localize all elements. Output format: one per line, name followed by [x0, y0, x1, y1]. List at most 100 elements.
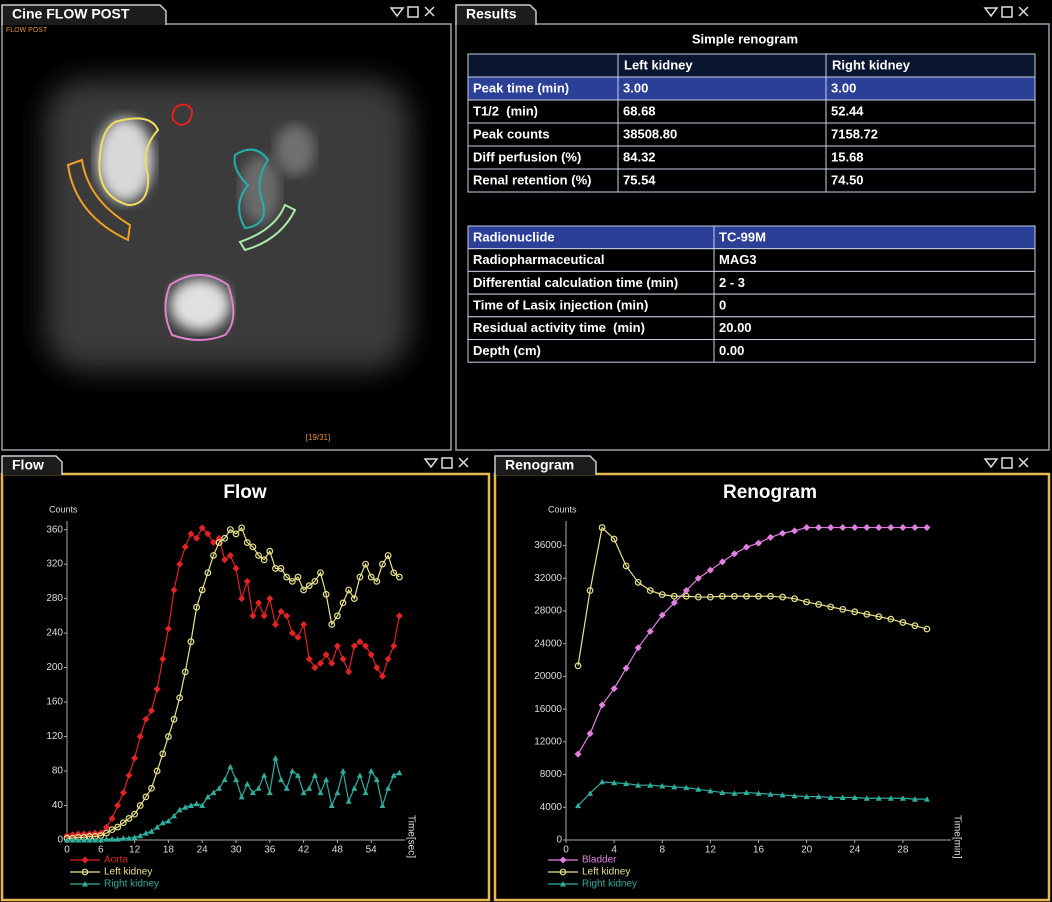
tab-label[interactable]: Flow [12, 457, 44, 473]
data-point [373, 664, 381, 672]
data-point [384, 655, 392, 663]
data-point [367, 651, 375, 659]
data-point [598, 701, 606, 709]
tab-label[interactable]: Cine FLOW POST [12, 6, 130, 22]
y-tick-label: 36000 [534, 540, 562, 551]
data-point [350, 642, 358, 650]
data-point [80, 837, 87, 843]
data-point [176, 806, 183, 813]
close-button[interactable] [1018, 6, 1029, 17]
data-point [238, 793, 245, 800]
data-point [719, 789, 726, 796]
x-tick-label: 0 [563, 845, 569, 856]
data-point [226, 526, 234, 534]
legend-marker [559, 856, 567, 864]
data-point [586, 587, 594, 594]
data-point [300, 620, 308, 628]
table-cell: Radiopharmaceutical [473, 252, 605, 267]
window-frames [0, 23, 1051, 902]
results-title: Simple renogram [692, 31, 798, 46]
table-cell: 20.00 [719, 320, 752, 335]
data-point [767, 791, 774, 797]
y-tick-label: 160 [46, 697, 63, 708]
data-point [311, 772, 318, 778]
maximize-button[interactable] [1001, 457, 1013, 469]
minimize-button[interactable] [389, 7, 405, 18]
data-point [120, 835, 127, 841]
data-point [181, 668, 189, 676]
data-point [171, 812, 178, 819]
data-point [311, 577, 319, 585]
data-point [851, 608, 859, 616]
image-label: FLOW POST [6, 27, 48, 34]
maximize-button[interactable] [1001, 6, 1013, 18]
tab-label[interactable]: Renogram [505, 457, 574, 473]
tab-label[interactable]: Results [466, 6, 517, 22]
legend-label: Aorta [104, 855, 128, 866]
data-point [851, 524, 859, 532]
close-button[interactable] [1018, 457, 1029, 468]
data-point [131, 810, 139, 818]
data-point [277, 565, 285, 572]
y-axis-label: Counts [49, 504, 78, 514]
data-point [142, 793, 150, 801]
data-point [368, 768, 375, 774]
data-point [647, 782, 654, 788]
maximize-button[interactable] [407, 6, 419, 18]
data-point [102, 823, 110, 831]
data-point [623, 780, 630, 787]
frame-counter: [19/31] [306, 433, 330, 442]
data-point [176, 694, 184, 702]
minimize-button[interactable] [983, 458, 999, 469]
table-cell: T1/2 (min) [473, 103, 538, 118]
data-point [767, 592, 774, 600]
data-point [227, 763, 234, 770]
minimize-button[interactable] [423, 458, 439, 469]
x-tick-label: 36 [264, 845, 276, 856]
data-point [863, 795, 870, 801]
data-point [97, 837, 104, 843]
data-point [373, 776, 380, 783]
data-point [718, 558, 726, 566]
data-point [385, 785, 392, 791]
data-point [322, 590, 330, 598]
data-point [199, 802, 206, 809]
scintigraphy-image [45, 80, 410, 370]
data-point [92, 837, 99, 843]
data-point [743, 789, 750, 796]
table-cell: 75.54 [623, 172, 656, 187]
data-point [887, 795, 894, 801]
close-button[interactable] [458, 457, 469, 468]
y-tick-label: 240 [46, 628, 63, 639]
table-cell: Radionuclide [473, 229, 555, 244]
data-point [622, 562, 630, 570]
data-point [283, 612, 291, 620]
data-point [181, 543, 189, 551]
column-header: Left kidney [624, 57, 693, 72]
data-point [390, 569, 398, 577]
data-point [587, 790, 594, 796]
y-tick-label: 4000 [540, 802, 563, 813]
tabs[interactable] [1, 4, 597, 475]
close-button[interactable] [424, 6, 435, 17]
data-point [226, 551, 234, 559]
data-point [322, 651, 330, 659]
x-tick-label: 20 [801, 845, 813, 856]
window-controls[interactable] [389, 6, 1029, 469]
data-point [311, 664, 319, 672]
y-tick-label: 8000 [540, 769, 563, 780]
data-point [159, 819, 166, 826]
maximize-button[interactable] [441, 457, 453, 469]
data-point [923, 524, 931, 532]
data-point [911, 622, 919, 630]
data-point [923, 796, 930, 802]
data-point [803, 524, 811, 532]
data-point [827, 794, 834, 800]
y-tick-label: 200 [46, 662, 63, 673]
data-point [731, 790, 738, 796]
data-point [899, 524, 907, 532]
x-tick-label: 18 [163, 845, 175, 856]
data-point [154, 824, 161, 830]
x-tick-label: 24 [849, 845, 861, 856]
minimize-button[interactable] [983, 7, 999, 18]
